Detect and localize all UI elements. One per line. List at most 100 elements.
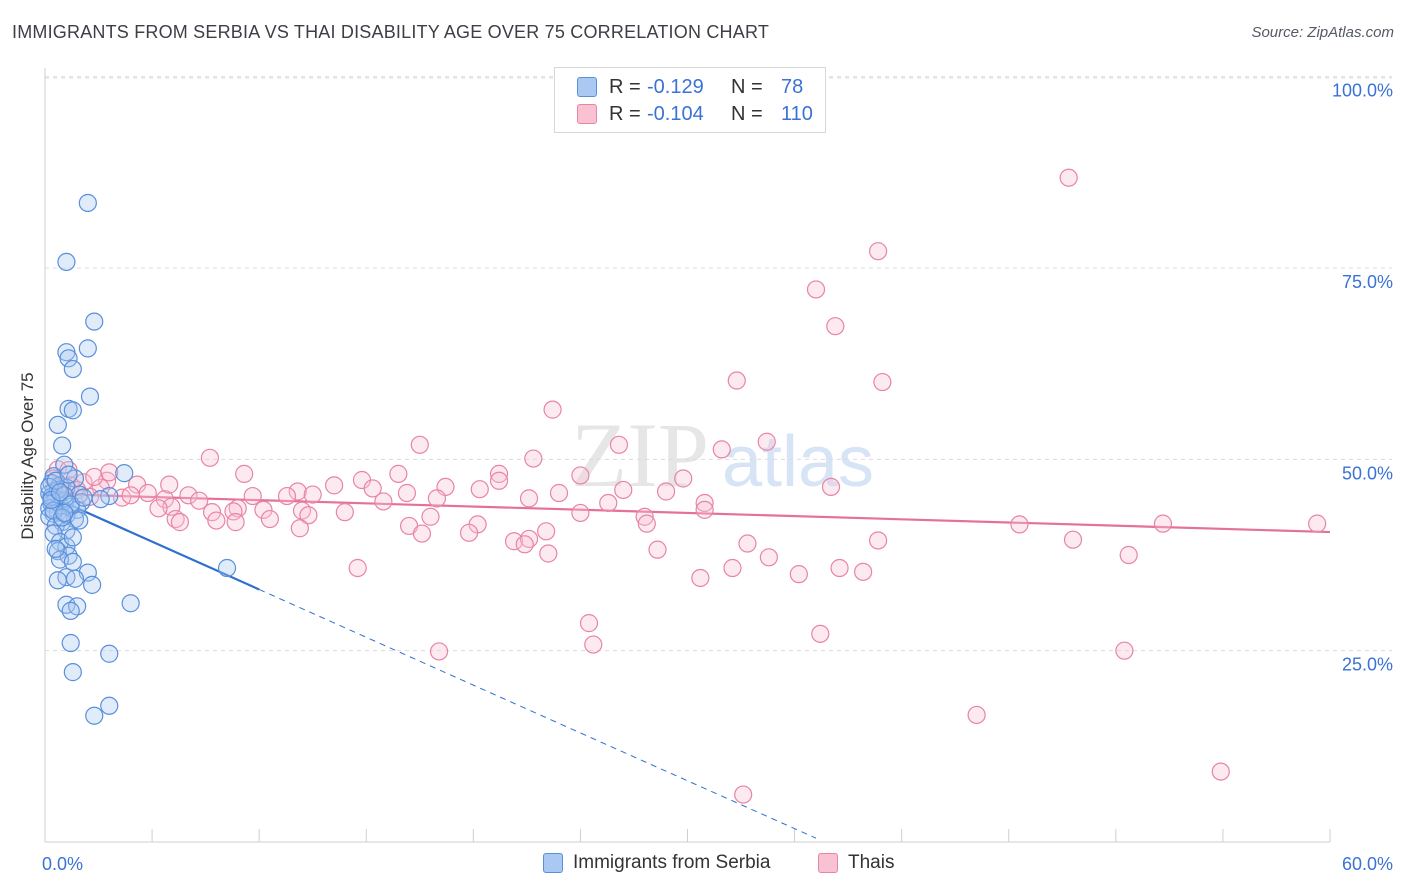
point-thais xyxy=(1115,641,1134,660)
chart-title: IMMIGRANTS FROM SERBIA VS THAI DISABILIT… xyxy=(12,22,770,42)
point-serbia xyxy=(80,387,100,406)
point-serbia xyxy=(55,455,74,474)
bottom-legend-label-serbia: Immigrants from Serbia xyxy=(573,852,771,873)
point-serbia xyxy=(48,571,67,590)
point-thais xyxy=(806,280,826,299)
point-thais xyxy=(138,483,157,503)
point-thais xyxy=(292,501,312,520)
point-thais xyxy=(584,635,603,654)
point-serbia xyxy=(63,552,82,572)
point-thais xyxy=(299,506,318,525)
y-tick-labels: 25.0% 50.0% 75.0% 100.0% xyxy=(1332,81,1393,675)
point-thais xyxy=(325,476,344,495)
point-thais xyxy=(1153,514,1173,533)
point-thais xyxy=(335,503,354,522)
point-serbia xyxy=(57,252,76,272)
point-thais xyxy=(1010,515,1029,534)
point-thais xyxy=(537,522,556,541)
legend-swatch-serbia xyxy=(577,77,597,97)
point-thais xyxy=(635,507,654,526)
point-serbia xyxy=(61,601,80,620)
point-thais xyxy=(873,372,892,392)
legend-r-label: R = xyxy=(609,102,641,125)
point-thais xyxy=(571,466,590,485)
point-thais xyxy=(303,485,322,504)
point-thais xyxy=(543,400,562,419)
point-thais xyxy=(854,562,873,581)
bottom-legend-serbia: Immigrants from Serbia xyxy=(543,852,770,874)
point-thais xyxy=(226,513,245,532)
point-serbia xyxy=(85,706,104,725)
point-thais xyxy=(637,514,656,533)
point-thais xyxy=(674,469,693,488)
point-thais xyxy=(821,477,841,497)
point-thais xyxy=(757,432,776,451)
x-tick-label: 0.0% xyxy=(42,854,83,874)
point-thais xyxy=(427,489,447,508)
point-serbia xyxy=(78,193,97,213)
point-serbia xyxy=(217,558,237,578)
point-thais xyxy=(504,532,524,551)
point-thais xyxy=(549,483,569,503)
point-serbia xyxy=(63,663,82,682)
point-thais xyxy=(260,509,279,529)
correlation-legend: R = -0.129 N = 78 R = -0.104 N = 110 xyxy=(554,67,826,133)
point-thais xyxy=(410,435,429,454)
point-serbia xyxy=(91,490,110,509)
point-thais xyxy=(100,463,119,482)
point-thais xyxy=(202,503,222,522)
point-thais xyxy=(389,464,408,483)
point-serbia xyxy=(65,569,85,588)
point-thais xyxy=(207,511,226,530)
point-serbia xyxy=(50,483,70,502)
point-serbia xyxy=(63,401,82,420)
point-thais xyxy=(85,467,104,487)
point-thais xyxy=(609,435,629,454)
legend-n-value-thais: 110 xyxy=(781,102,813,125)
point-thais xyxy=(759,548,778,567)
legend-r-value-thais: -0.104 xyxy=(647,102,704,125)
data-points xyxy=(40,168,1327,804)
point-thais xyxy=(789,565,808,584)
point-thais xyxy=(967,705,986,725)
point-thais xyxy=(524,449,543,468)
point-serbia xyxy=(100,696,119,715)
point-serbia xyxy=(59,349,78,368)
point-thais xyxy=(811,624,830,643)
point-thais xyxy=(489,464,509,483)
point-thais xyxy=(1119,545,1138,565)
point-thais xyxy=(179,486,198,505)
trend-line-serbia-extension xyxy=(258,588,817,839)
x-tick-labels: 0.0% 60.0% xyxy=(42,854,1393,874)
bottom-legend-swatch-serbia xyxy=(543,853,563,873)
point-thais xyxy=(1063,530,1083,549)
watermark-zip: ZIP xyxy=(571,404,709,506)
point-serbia xyxy=(61,633,80,653)
bottom-legend-label-thais: Thais xyxy=(848,852,895,873)
point-thais xyxy=(170,513,190,532)
series-thais-points xyxy=(44,168,1327,804)
point-serbia xyxy=(115,464,134,483)
point-thais xyxy=(412,524,432,543)
point-thais xyxy=(149,499,168,518)
point-serbia xyxy=(121,594,140,613)
legend-r-label: R = xyxy=(609,75,641,98)
point-thais xyxy=(160,475,179,494)
point-thais xyxy=(200,448,220,467)
point-thais xyxy=(235,464,254,483)
point-thais xyxy=(459,523,479,542)
point-thais xyxy=(397,483,417,503)
y-tick-label: 25.0% xyxy=(1342,655,1393,675)
point-thais xyxy=(190,491,209,510)
point-thais xyxy=(869,531,888,550)
point-thais xyxy=(374,492,393,511)
point-thais xyxy=(539,544,558,563)
point-thais xyxy=(80,487,100,506)
bottom-legend-thais: Thais xyxy=(818,852,894,874)
point-serbia xyxy=(63,359,82,379)
point-serbia xyxy=(100,644,119,663)
legend-swatch-thais xyxy=(577,104,597,124)
source-credit: Source: ZipAtlas.com xyxy=(1251,24,1394,41)
point-thais xyxy=(830,558,849,578)
